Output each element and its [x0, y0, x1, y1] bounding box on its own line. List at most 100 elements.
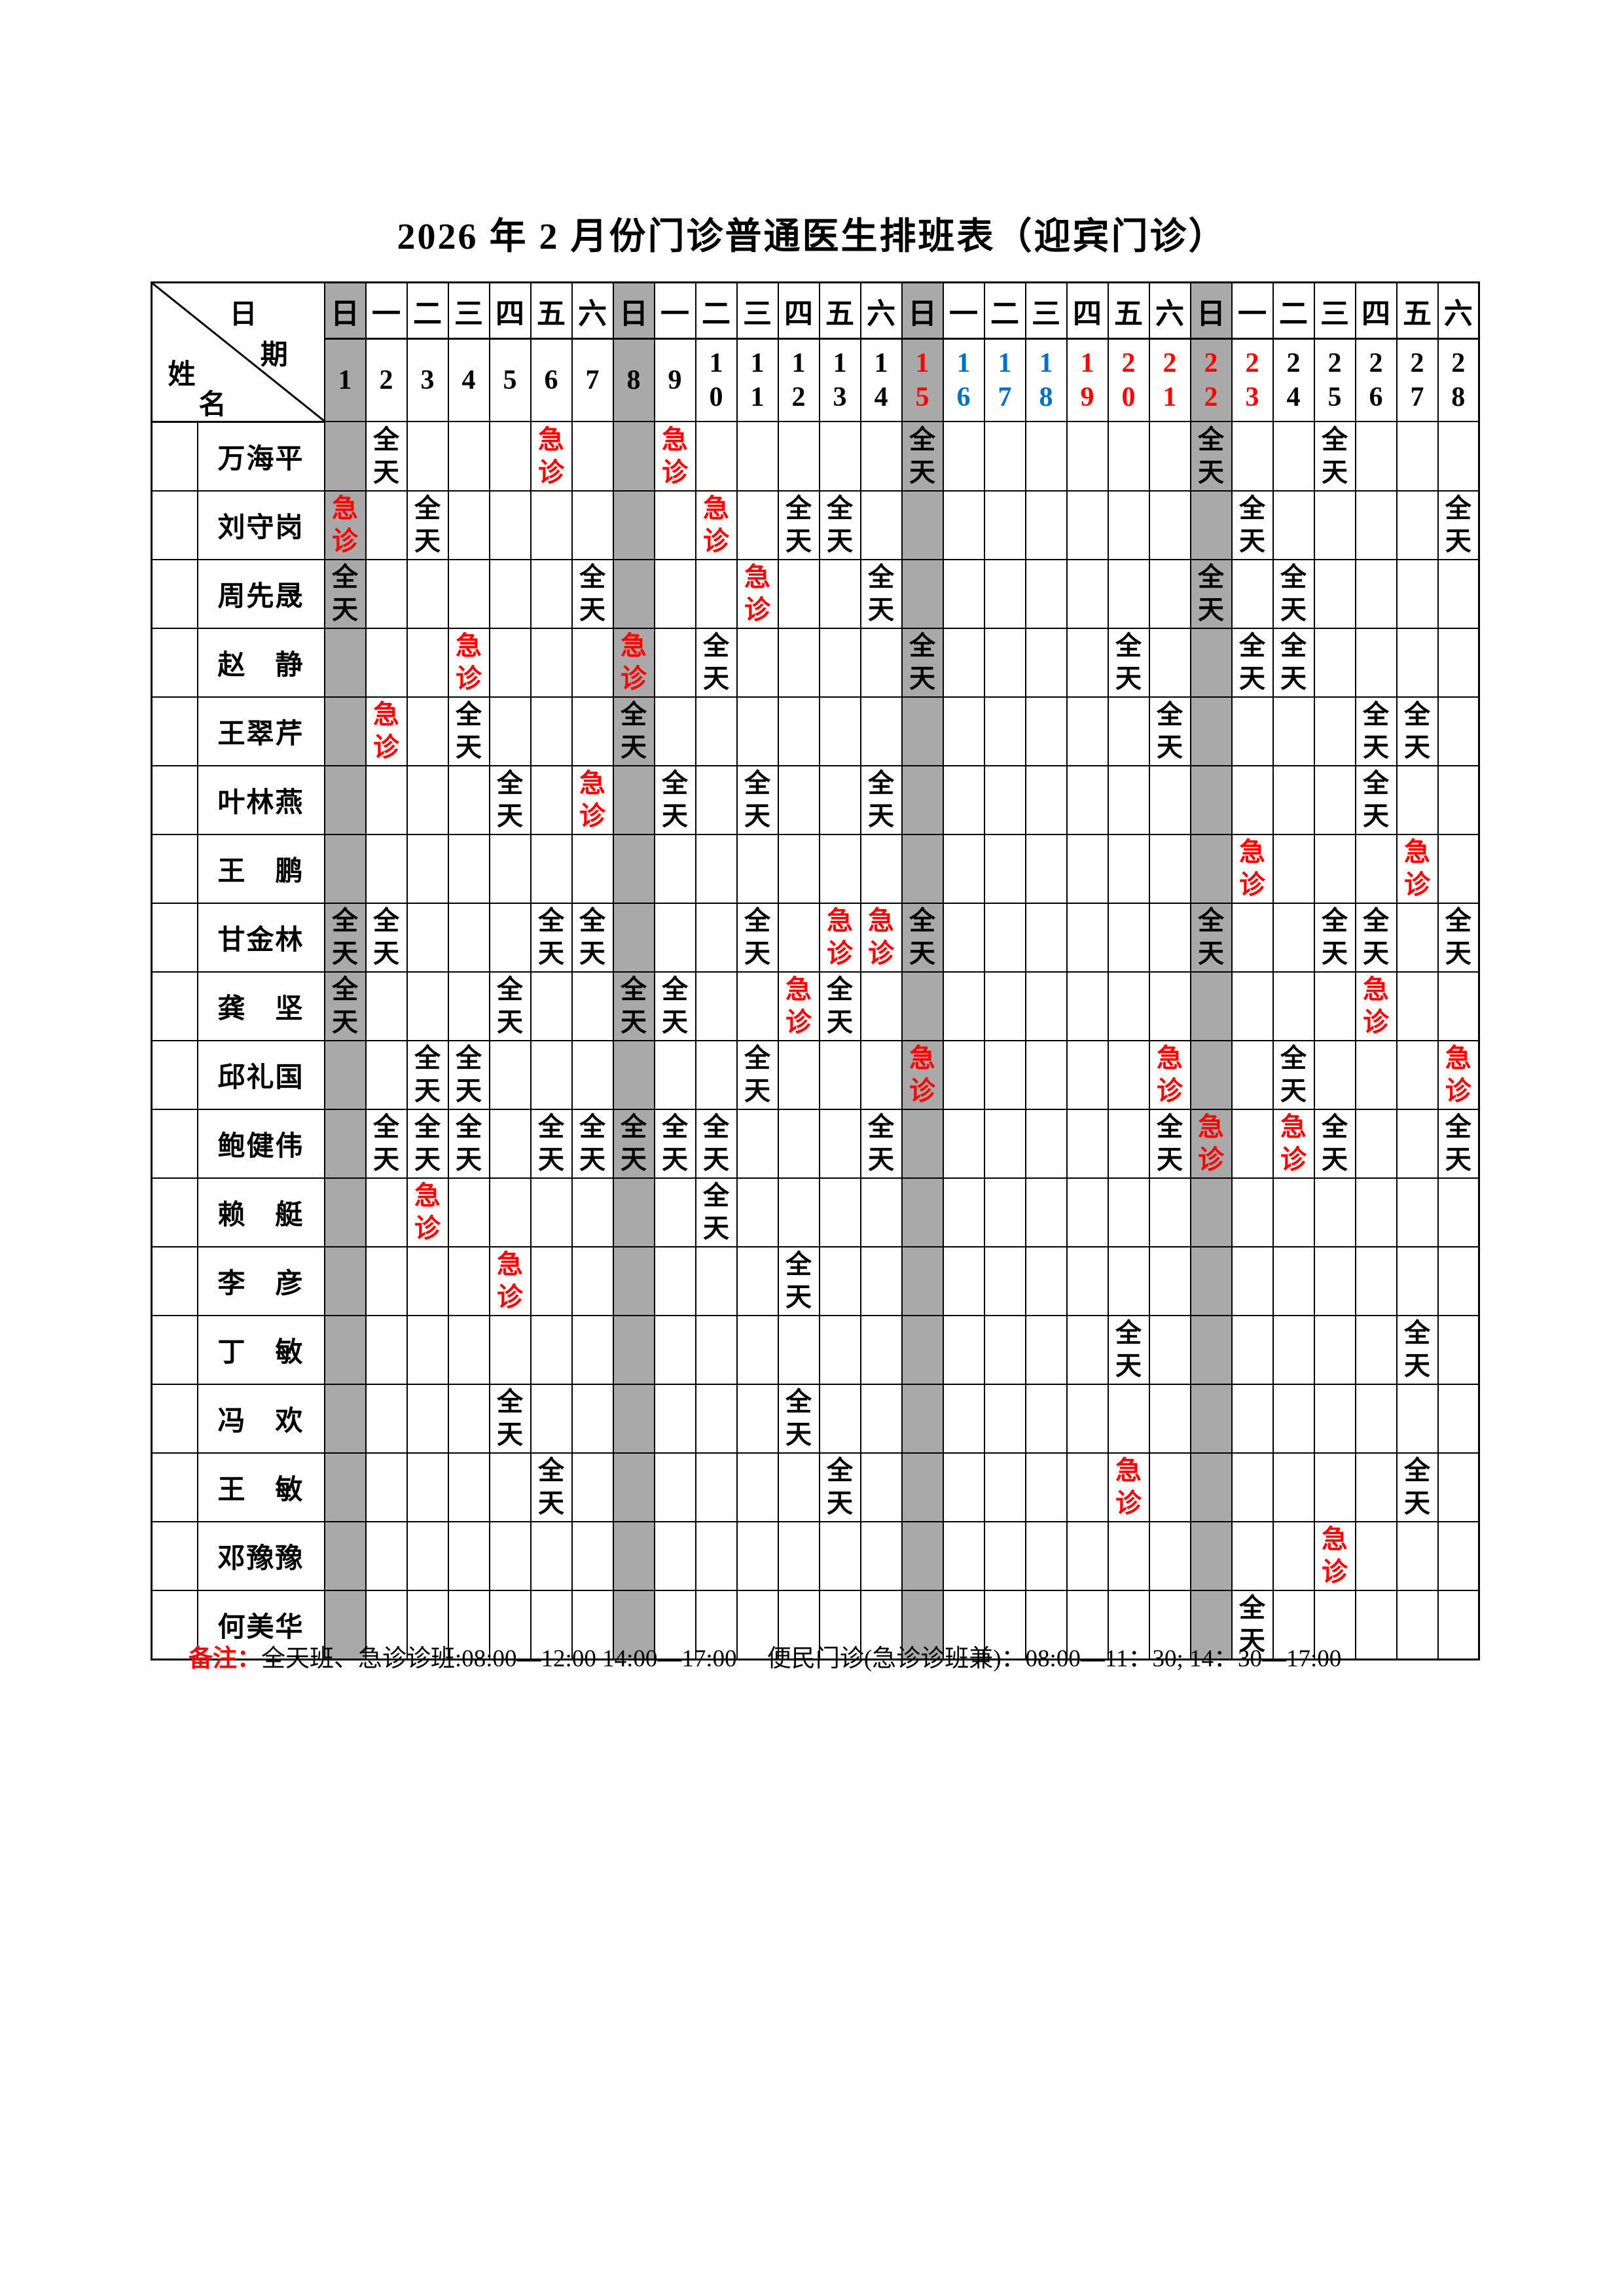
- schedule-cell: [1396, 902, 1439, 973]
- schedule-cell: [530, 1520, 573, 1591]
- schedule-cell: [406, 696, 449, 766]
- schedule-cell: 全天: [736, 1039, 779, 1110]
- schedule-cell: [1354, 1589, 1398, 1660]
- schedule-cell: 全天: [612, 696, 655, 766]
- schedule-cell: [818, 833, 861, 904]
- schedule-cell: [859, 1246, 903, 1316]
- schedule-cell: 全天: [901, 902, 944, 973]
- schedule-cell: [983, 1177, 1026, 1247]
- schedule-cell: [1354, 1452, 1398, 1522]
- schedule-cell: [983, 1589, 1026, 1660]
- schedule-cell: [571, 971, 614, 1041]
- schedule-cell: [1437, 971, 1480, 1041]
- schedule-cell: [1024, 1452, 1068, 1522]
- schedule-cell: 全天: [653, 764, 696, 835]
- schedule-cell: 全天: [1354, 902, 1398, 973]
- schedule-cell: [530, 490, 573, 560]
- schedule-cell: [406, 1383, 449, 1454]
- schedule-cell: [777, 558, 820, 629]
- schedule-cell: 全天: [859, 558, 903, 629]
- schedule-cell: [323, 1108, 367, 1179]
- date-header-cell: 9: [653, 338, 696, 422]
- schedule-cell: [365, 1383, 408, 1454]
- weekday-header-cell: 六: [571, 281, 614, 340]
- schedule-cell: [901, 1246, 944, 1316]
- schedule-cell: [1107, 490, 1150, 560]
- schedule-cell: [1066, 833, 1109, 904]
- schedule-cell: [1066, 1177, 1109, 1247]
- schedule-cell: [571, 1246, 614, 1316]
- schedule-cell: [323, 764, 367, 835]
- schedule-cell: [488, 1177, 532, 1247]
- schedule-cell: [1313, 558, 1356, 629]
- schedule-cell: 急诊: [1313, 1520, 1356, 1591]
- schedule-cell: [1024, 1108, 1068, 1179]
- schedule-cell: [488, 1039, 532, 1110]
- schedule-cell: [530, 1589, 573, 1660]
- schedule-cell: [488, 902, 532, 973]
- schedule-cell: [983, 1452, 1026, 1522]
- corner-label-date-1: 日: [229, 299, 257, 330]
- weekday-header-cell: 日: [1189, 281, 1233, 340]
- schedule-cell: [942, 490, 985, 560]
- schedule-cell: [612, 1589, 655, 1660]
- doctor-name-cell: 刘守岗: [196, 490, 325, 560]
- schedule-cell: [777, 833, 820, 904]
- weekday-header-cell: 三: [447, 281, 490, 340]
- weekday-header-cell: 六: [1148, 281, 1191, 340]
- schedule-cell: [1354, 490, 1398, 560]
- schedule-cell: [901, 558, 944, 629]
- schedule-cell: 全天: [571, 1108, 614, 1179]
- date-header-cell: 8: [612, 338, 655, 422]
- schedule-cell: [488, 421, 532, 492]
- schedule-cell: [1148, 490, 1191, 560]
- schedule-cell: [323, 1246, 367, 1316]
- schedule-cell: [777, 1177, 820, 1247]
- schedule-cell: [1354, 421, 1398, 492]
- row-spacer-cell: [151, 490, 198, 560]
- schedule-cell: [447, 902, 490, 973]
- schedule-cell: [323, 1520, 367, 1591]
- doctor-row: 邓豫豫 急诊: [151, 1520, 1480, 1591]
- weekday-header-cell: 四: [1066, 281, 1109, 340]
- schedule-cell: [653, 902, 696, 973]
- schedule-cell: 全天: [323, 558, 367, 629]
- row-spacer-cell: [151, 627, 198, 698]
- schedule-cell: [1148, 764, 1191, 835]
- schedule-cell: [447, 1589, 490, 1660]
- schedule-cell: [1066, 971, 1109, 1041]
- schedule-cell: [942, 1314, 985, 1385]
- doctor-row: 周先晟全天全天急诊全天全天全天: [151, 558, 1480, 629]
- schedule-cell: [1189, 1177, 1233, 1247]
- schedule-cell: [1231, 971, 1274, 1041]
- schedule-cell: 急诊: [1354, 971, 1398, 1041]
- schedule-cell: 全天: [1354, 696, 1398, 766]
- schedule-cell: [612, 1177, 655, 1247]
- schedule-cell: 全天: [859, 1108, 903, 1179]
- date-header-cell: 6: [530, 338, 573, 422]
- schedule-cell: [1024, 764, 1068, 835]
- schedule-cell: [1437, 1314, 1480, 1385]
- schedule-cell: [901, 1108, 944, 1179]
- schedule-cell: [1437, 1246, 1480, 1316]
- schedule-cell: [406, 1314, 449, 1385]
- schedule-cell: 全天: [736, 764, 779, 835]
- schedule-cell: [530, 833, 573, 904]
- schedule-cell: [818, 421, 861, 492]
- schedule-cell: 全天: [612, 1108, 655, 1179]
- schedule-cell: 全天: [447, 696, 490, 766]
- schedule-cell: [901, 696, 944, 766]
- doctor-name-cell: 李 彦: [196, 1246, 325, 1316]
- schedule-cell: [447, 1383, 490, 1454]
- row-spacer-cell: [151, 1452, 198, 1522]
- schedule-cell: [1189, 1039, 1233, 1110]
- schedule-cell: [447, 1246, 490, 1316]
- row-spacer-cell: [151, 696, 198, 766]
- schedule-cell: [1313, 833, 1356, 904]
- schedule-cell: [1066, 1520, 1109, 1591]
- row-spacer-cell: [151, 1520, 198, 1591]
- doctor-row: 王 敏 全天 全天 急诊 全天: [151, 1452, 1480, 1522]
- schedule-cell: [983, 1383, 1026, 1454]
